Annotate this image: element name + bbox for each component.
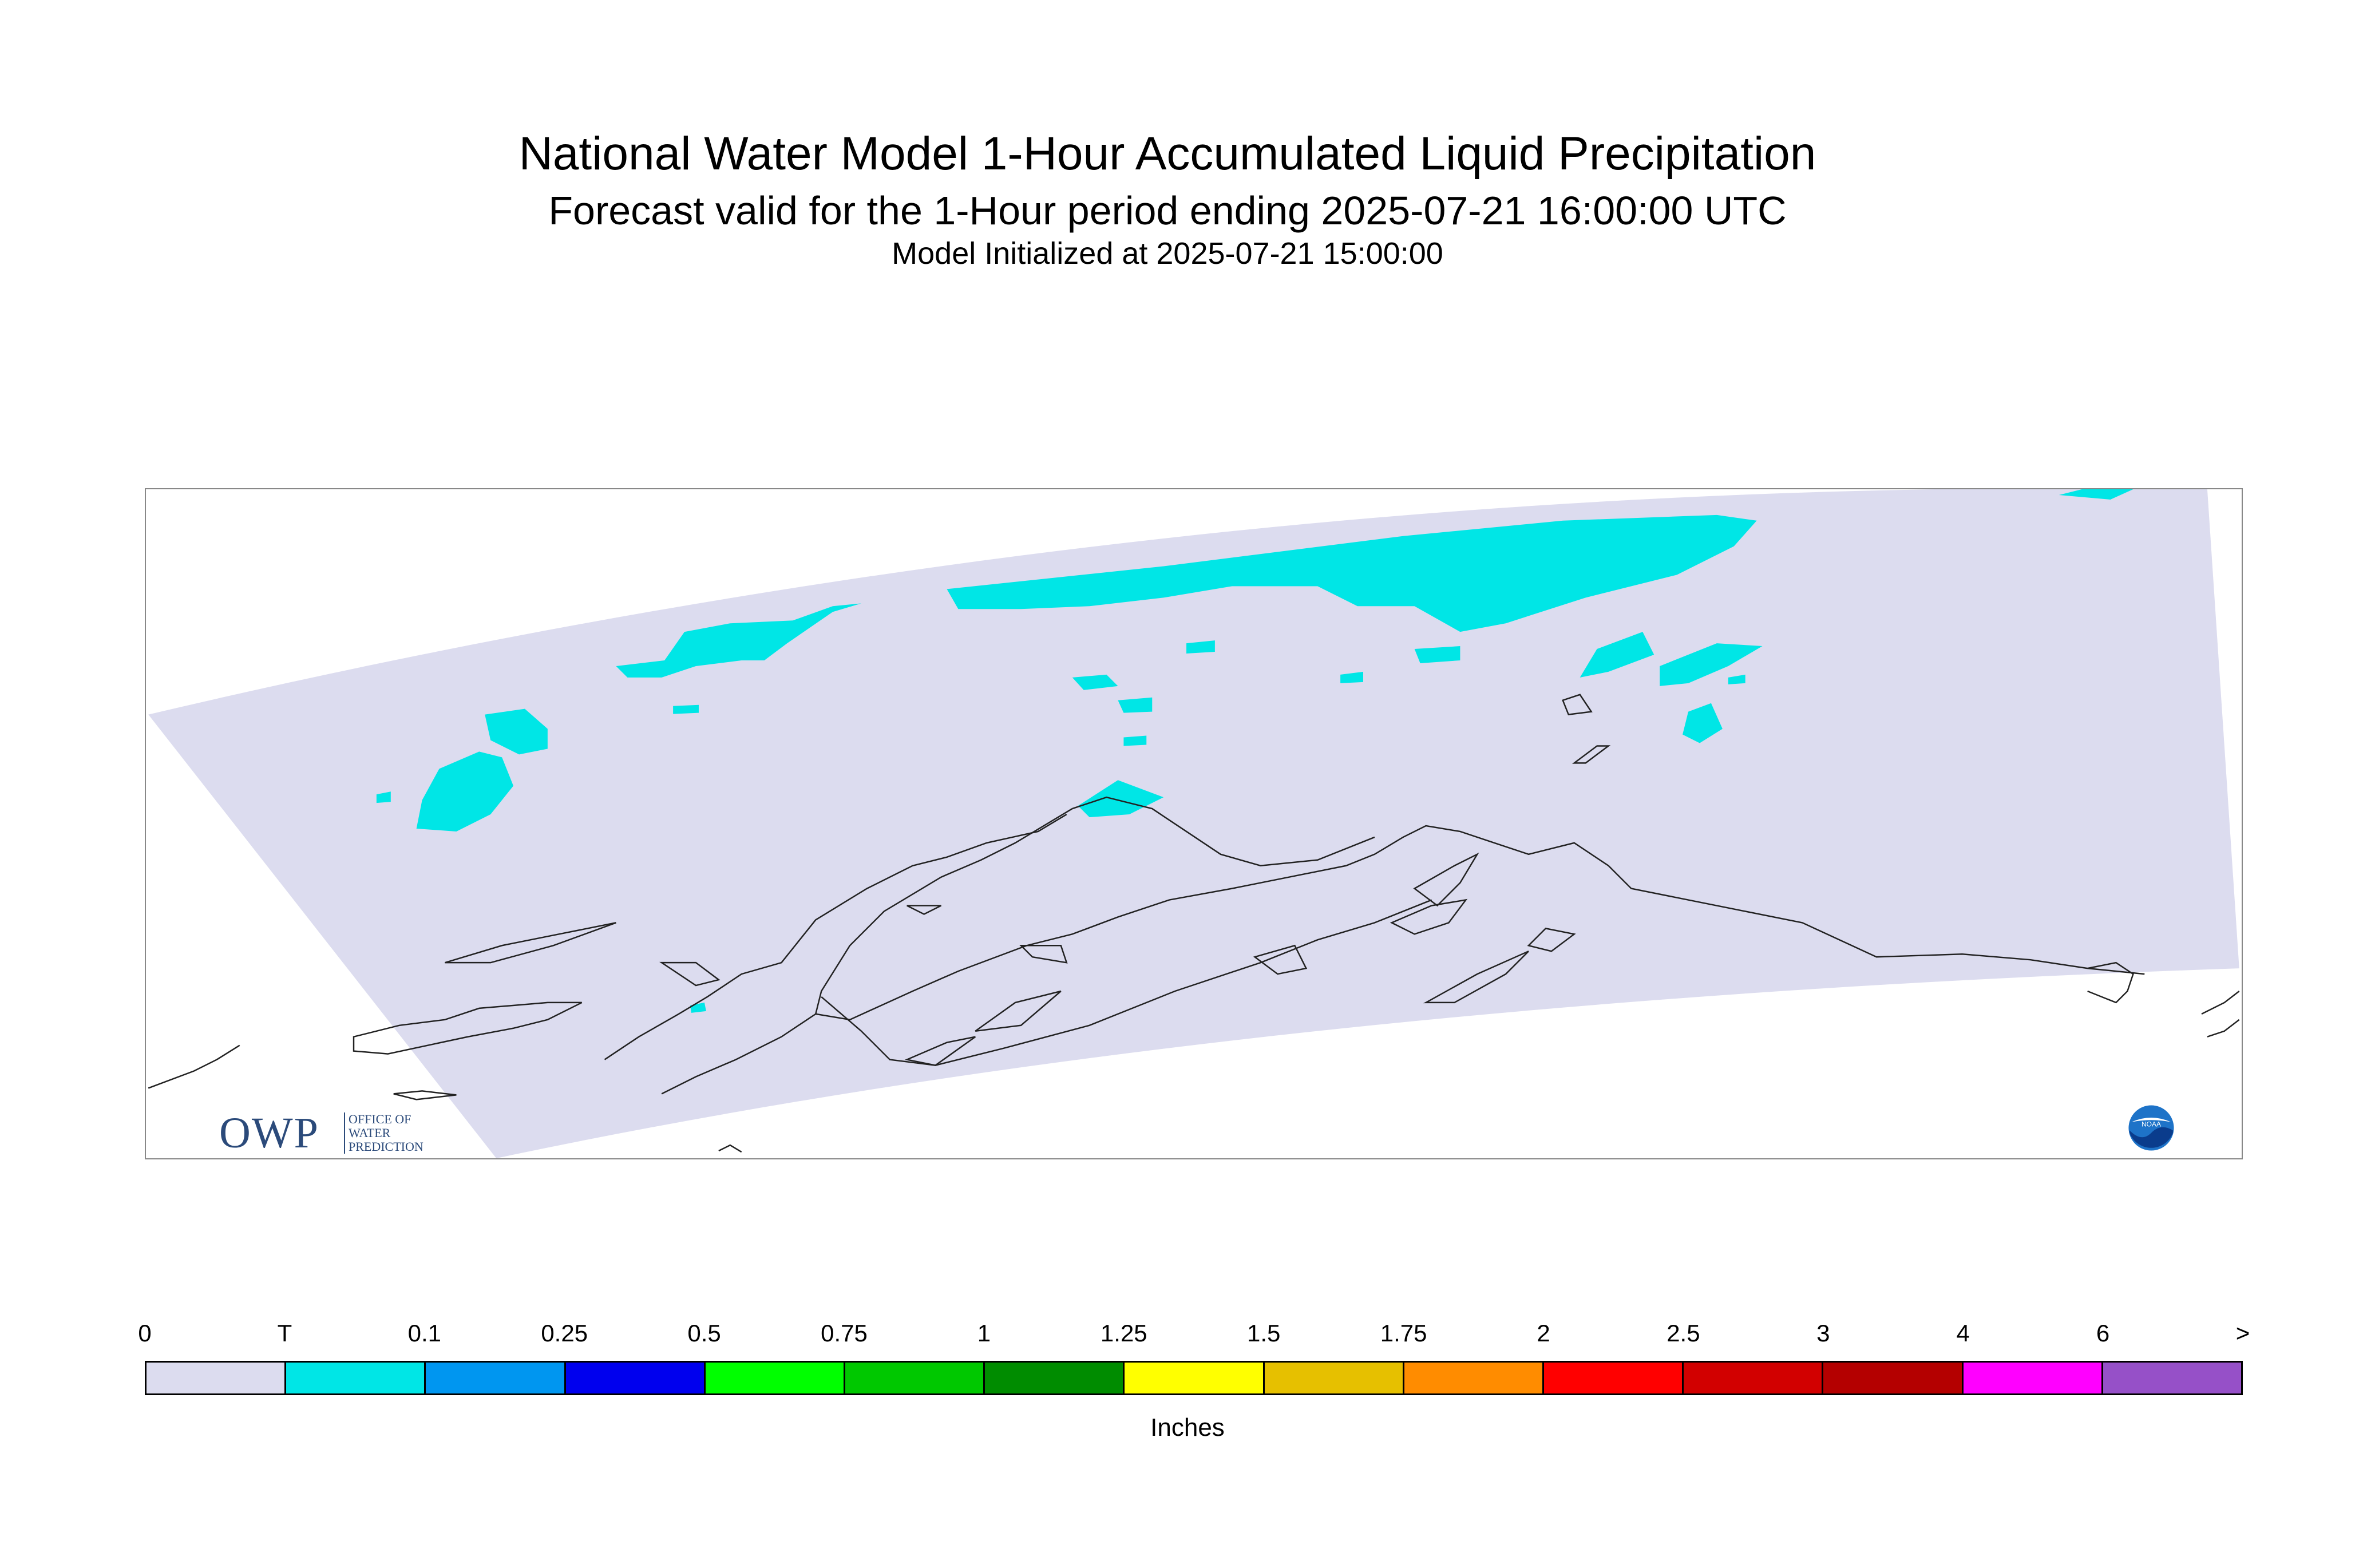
noaa-logo: NOAA <box>2127 1104 2175 1152</box>
legend-tick-label: 1.5 <box>1246 1320 1281 1347</box>
coastline <box>907 905 942 915</box>
coastline <box>353 1001 583 1055</box>
precip-patch <box>1118 697 1153 713</box>
coastline <box>1562 694 1593 716</box>
map-title: National Water Model 1-Hour Accumulated … <box>518 128 1816 180</box>
precip-patch <box>1078 780 1164 818</box>
coastline <box>604 813 1067 1060</box>
precip-patch <box>2059 489 2133 500</box>
coastline <box>2207 1019 2240 1038</box>
coastline <box>1423 951 1529 1004</box>
precip-patch <box>673 704 699 714</box>
precip-patch <box>1683 703 1723 743</box>
precip-patch <box>485 708 548 755</box>
legend-tick-label: > <box>2235 1320 2250 1347</box>
coastline <box>2087 961 2134 1004</box>
legend-swatch <box>985 1363 1125 1393</box>
legend-swatch <box>845 1363 985 1393</box>
legend-swatch <box>2103 1363 2242 1393</box>
legend-tick-label: 1.25 <box>1100 1320 1147 1347</box>
coastline <box>1253 944 1308 975</box>
legend-tick-label: 0.5 <box>687 1320 721 1347</box>
precip-patch <box>616 603 861 678</box>
legend-swatch <box>705 1363 846 1393</box>
legend-swatch <box>147 1363 287 1393</box>
coastline <box>1413 852 1479 907</box>
precip-patch <box>1072 674 1118 690</box>
coastline <box>661 1013 816 1095</box>
coastline <box>445 922 616 964</box>
legend-swatch <box>286 1363 426 1393</box>
legend-tick-label: 0.1 <box>407 1320 441 1347</box>
precip-patch <box>1660 643 1763 686</box>
legend-tick-label: 6 <box>2096 1320 2110 1347</box>
legend-tick-label: 0.75 <box>821 1320 868 1347</box>
coastline <box>975 990 1062 1032</box>
legend-tick-label: 4 <box>1956 1320 1970 1347</box>
precip-patch <box>1123 735 1147 746</box>
coastline <box>148 1044 240 1089</box>
precip-patch <box>1414 646 1460 663</box>
map-panel <box>145 488 2243 1159</box>
coastline <box>821 899 1432 1066</box>
legend-units: Inches <box>1150 1413 1225 1442</box>
legend-tick-label: 2.5 <box>1667 1320 1700 1347</box>
legend-swatch <box>1125 1363 1265 1393</box>
legend-swatch <box>565 1363 706 1393</box>
legend-tick-label: 3 <box>1816 1320 1830 1347</box>
legend-swatch <box>1963 1363 2103 1393</box>
map-subtitle: Forecast valid for the 1-Hour period end… <box>548 188 1787 233</box>
legend-swatch <box>1544 1363 1684 1393</box>
legend-tick-label: 1 <box>977 1320 991 1347</box>
coastline <box>2201 991 2240 1015</box>
legend-swatch <box>1684 1363 1824 1393</box>
coastline <box>1572 745 1611 764</box>
legend-swatch <box>1823 1363 1964 1393</box>
coastline <box>904 1036 976 1066</box>
coastline <box>393 1090 457 1100</box>
legend-colorbar <box>145 1361 2243 1395</box>
precip-patch <box>1728 674 1745 684</box>
precip-patch <box>1186 640 1215 654</box>
legend-tick-label: T <box>277 1320 292 1347</box>
coastline <box>814 808 2145 1021</box>
owp-logo-subtext: OFFICE OF WATER PREDICTION <box>344 1112 423 1154</box>
precip-patch <box>416 751 514 831</box>
model-init-line: Model Initialized at 2025-07-21 15:00:00 <box>892 236 1443 271</box>
coastline <box>718 1144 742 1153</box>
coastlines <box>148 694 2240 1153</box>
legend-labels: 0 T 0.1 0.25 0.5 0.75 1 1.25 1.5 1.75 2 2.5 3 4 6 > <box>0 1320 2375 1354</box>
legend-tick-label: 2 <box>1537 1320 1550 1347</box>
legend-swatch <box>1264 1363 1404 1393</box>
owp-logo-mark: OWP <box>219 1109 319 1157</box>
map-canvas <box>148 489 2240 1158</box>
precip-trace-areas <box>376 489 2133 1013</box>
legend-swatch <box>426 1363 566 1393</box>
precip-patch <box>1340 671 1363 683</box>
legend-tick-label: 0.25 <box>541 1320 588 1347</box>
coastline <box>1527 928 1576 952</box>
coastline <box>1019 945 1068 964</box>
precip-patch <box>376 791 391 803</box>
noaa-logo-text: NOAA <box>2142 1120 2161 1128</box>
legend-swatch <box>1404 1363 1545 1393</box>
legend-tick-label: 1.75 <box>1380 1320 1427 1347</box>
legend-tick-label: 0 <box>138 1320 152 1347</box>
precip-patch <box>1580 632 1654 678</box>
coastline <box>1072 796 1375 867</box>
precip-patch <box>947 514 1757 632</box>
coastline <box>659 961 721 987</box>
coastline <box>1390 898 1468 935</box>
